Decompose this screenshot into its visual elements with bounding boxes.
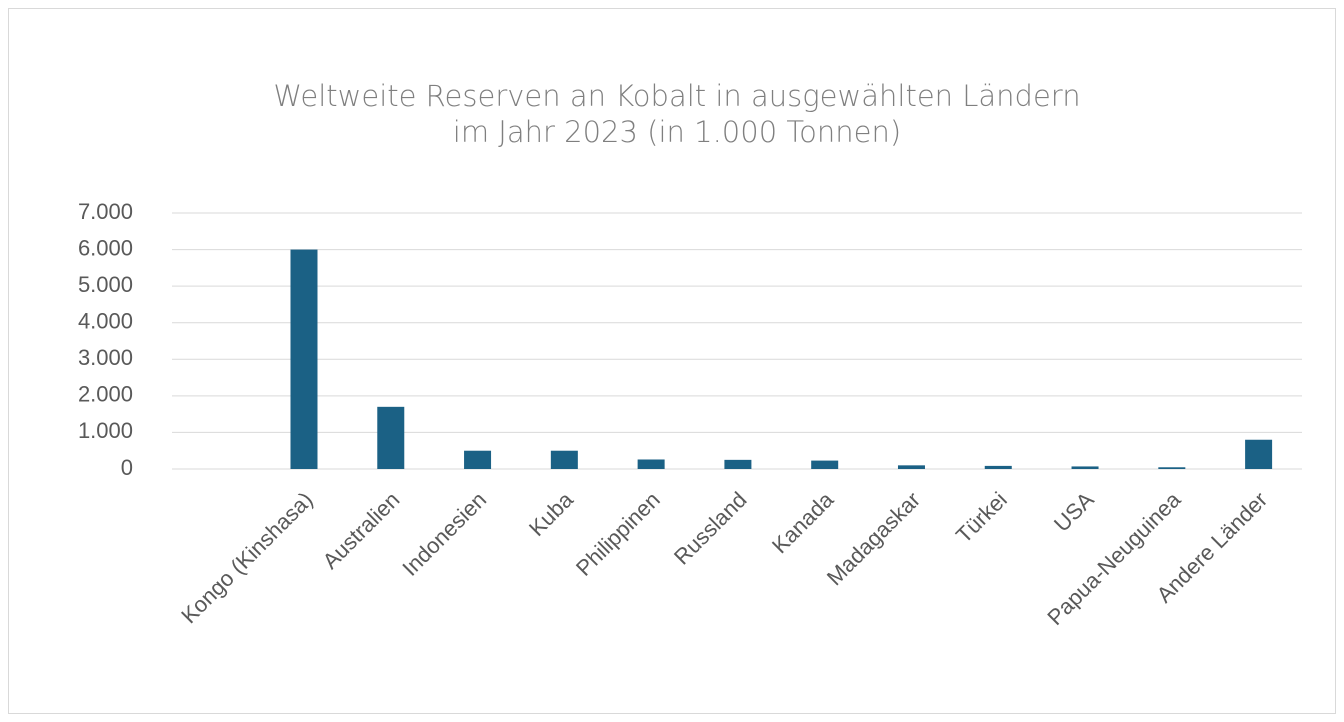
bar [1245, 439, 1273, 469]
y-tick-label: 4.000 [78, 309, 133, 334]
x-tick-label: Indonesien [397, 487, 491, 581]
bar [1071, 466, 1099, 469]
x-tick-label: Kuba [524, 486, 579, 541]
y-tick-label: 0 [121, 455, 133, 480]
y-tick-label: 6.000 [78, 235, 133, 260]
bar [724, 459, 752, 469]
x-tick-label: Kanada [767, 486, 839, 558]
y-tick-label: 5.000 [78, 272, 133, 297]
bar [290, 249, 318, 469]
x-tick-label: Australien [318, 487, 405, 574]
x-tick-label: USA [1049, 487, 1099, 537]
bar [897, 465, 925, 469]
y-tick-label: 2.000 [78, 382, 133, 407]
bar [464, 450, 492, 469]
bar [984, 465, 1012, 469]
bar [377, 406, 405, 469]
x-tick-label: Philippinen [571, 487, 665, 581]
chart-title: Weltweite Reserven an Kobalt in ausgewäh… [273, 79, 1081, 149]
bar [550, 450, 578, 469]
y-tick-label: 3.000 [78, 345, 133, 370]
x-tick-label: Türkei [951, 487, 1012, 548]
chart-border [8, 8, 1336, 714]
bar [1158, 467, 1186, 469]
x-tick-label: Madagaskar [822, 487, 925, 590]
x-tick-label: Russland [669, 487, 752, 570]
bar [811, 460, 839, 469]
x-tick-label: Kongo (Kinshasa) [176, 487, 317, 628]
y-tick-label: 7.000 [78, 199, 133, 224]
y-tick-label: 1.000 [78, 418, 133, 443]
bar [637, 459, 665, 469]
